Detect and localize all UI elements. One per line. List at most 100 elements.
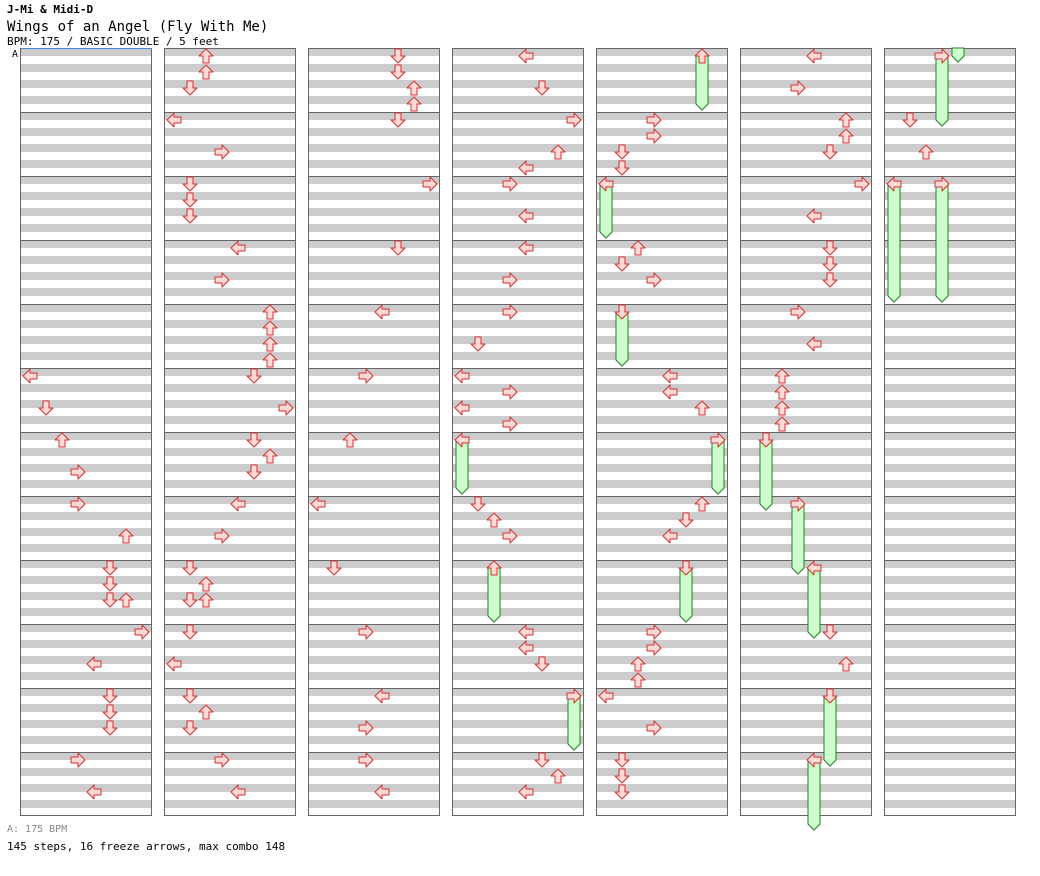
beat-stripe <box>308 176 440 184</box>
beat-stripe <box>596 480 728 488</box>
arrow-up-icon <box>342 432 358 448</box>
freeze-head-up-icon <box>694 48 710 64</box>
arrow-down-icon <box>102 576 118 592</box>
arrow-up-icon <box>198 64 214 80</box>
beat-stripe <box>164 800 296 808</box>
beat-stripe <box>884 544 1016 552</box>
freeze-head-down-icon <box>758 432 774 448</box>
beat-stripe <box>308 416 440 424</box>
beat-stripe <box>308 96 440 104</box>
freeze-head-left-icon <box>886 176 902 192</box>
beat-stripe <box>452 560 584 568</box>
beat-stripe <box>452 736 584 744</box>
beat-stripe <box>308 560 440 568</box>
arrow-down-icon <box>182 208 198 224</box>
arrow-up-icon <box>262 352 278 368</box>
beat-stripe <box>884 304 1016 312</box>
arrow-right-icon <box>358 624 374 640</box>
freeze-arrow <box>614 304 630 367</box>
beat-stripe <box>452 336 584 344</box>
beat-stripe <box>596 496 728 504</box>
beat-stripe <box>740 592 872 600</box>
beat-stripe <box>164 432 296 440</box>
beat-stripe <box>164 544 296 552</box>
freeze-body <box>759 439 773 511</box>
arrow-down-icon <box>102 560 118 576</box>
freeze-head-down-icon <box>822 688 838 704</box>
beat-stripe <box>596 752 728 760</box>
freeze-head-left-icon <box>806 752 822 768</box>
beat-stripe <box>884 768 1016 776</box>
arrow-down-icon <box>470 336 486 352</box>
beat-stripe <box>596 48 728 56</box>
beat-stripe <box>308 160 440 168</box>
beat-stripe <box>740 288 872 296</box>
beat-stripe <box>164 480 296 488</box>
beat-stripe <box>20 320 152 328</box>
arrow-left-icon <box>166 656 182 672</box>
beat-stripe <box>164 208 296 216</box>
beat-stripe <box>308 720 440 728</box>
beat-stripe <box>20 528 152 536</box>
arrow-up-icon <box>262 304 278 320</box>
beat-stripe <box>20 480 152 488</box>
arrow-up-icon <box>918 144 934 160</box>
beat-stripe <box>452 448 584 456</box>
beat-stripe <box>452 784 584 792</box>
beat-stripe <box>164 384 296 392</box>
beat-stripe <box>740 496 872 504</box>
arrow-right-icon <box>214 144 230 160</box>
beat-stripe <box>452 384 584 392</box>
freeze-arrow <box>566 688 582 751</box>
arrow-right-icon <box>646 640 662 656</box>
arrow-right-icon <box>134 624 150 640</box>
beat-stripe <box>884 112 1016 120</box>
freeze-body <box>455 439 469 495</box>
beat-stripe <box>596 640 728 648</box>
beat-stripe <box>740 320 872 328</box>
arrow-down-icon <box>326 560 342 576</box>
beat-stripe <box>20 752 152 760</box>
beat-stripe <box>884 448 1016 456</box>
beat-stripe <box>308 704 440 712</box>
beat-stripe <box>740 576 872 584</box>
chart-column <box>20 48 152 816</box>
beat-stripe <box>452 304 584 312</box>
beat-stripe <box>452 672 584 680</box>
arrow-down-icon <box>534 752 550 768</box>
beat-stripe <box>308 368 440 376</box>
beat-stripe <box>740 720 872 728</box>
arrow-up-icon <box>406 96 422 112</box>
beat-stripe <box>596 448 728 456</box>
arrow-down-icon <box>614 784 630 800</box>
beat-stripe <box>596 288 728 296</box>
beat-stripe <box>740 144 872 152</box>
arrow-down-icon <box>390 64 406 80</box>
beat-stripe <box>884 352 1016 360</box>
beat-stripe <box>164 608 296 616</box>
beat-stripe <box>740 768 872 776</box>
beat-stripe <box>596 720 728 728</box>
beat-stripe <box>740 80 872 88</box>
beat-stripe <box>740 704 872 712</box>
arrow-right-icon <box>422 176 438 192</box>
beat-stripe <box>452 208 584 216</box>
beat-stripe <box>884 624 1016 632</box>
beat-stripe <box>20 416 152 424</box>
arrow-right-icon <box>214 528 230 544</box>
beat-stripe <box>164 176 296 184</box>
beat-stripe <box>308 576 440 584</box>
beat-stripe <box>596 208 728 216</box>
arrow-right-icon <box>70 464 86 480</box>
beat-stripe <box>164 80 296 88</box>
arrow-right-icon <box>70 496 86 512</box>
beat-stripe <box>308 144 440 152</box>
beat-stripe <box>884 752 1016 760</box>
beat-stripe <box>452 416 584 424</box>
chart-column <box>740 48 872 816</box>
beat-stripe <box>20 624 152 632</box>
beat-stripe <box>740 128 872 136</box>
beat-stripe <box>740 352 872 360</box>
arrow-up-icon <box>550 144 566 160</box>
